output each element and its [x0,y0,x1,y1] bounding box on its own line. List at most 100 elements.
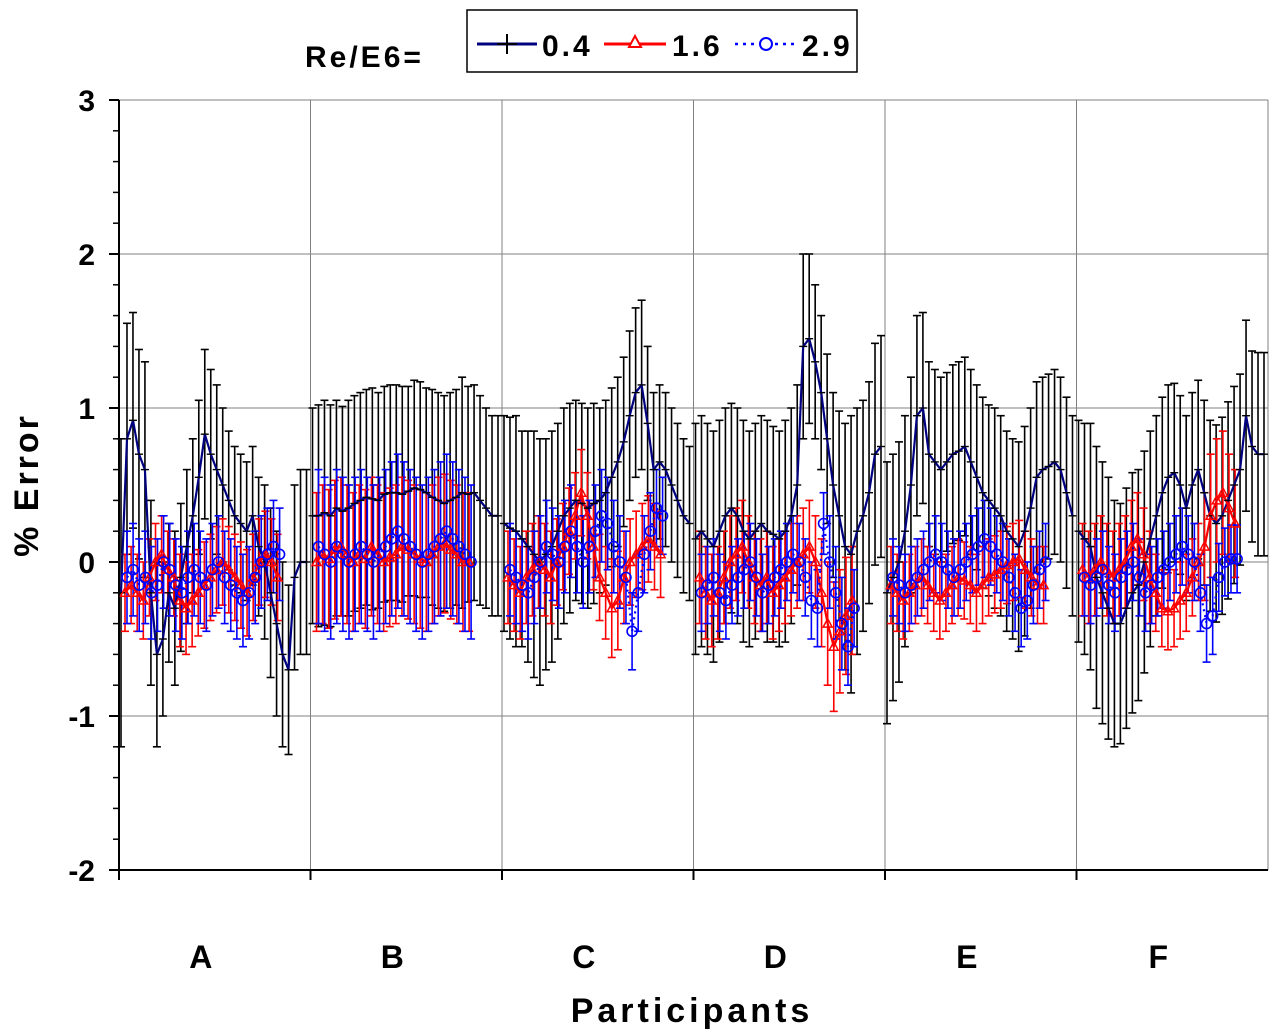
series-line-0.4-E [885,405,1074,594]
point-2.9-E [923,556,936,568]
point-2.9-D [787,548,799,561]
point-2.9-B [367,556,380,568]
point-2.9-F [1200,617,1213,630]
point-2.9-F [1115,571,1127,584]
point-2.9-D [720,594,732,607]
point-2.9-B [434,533,447,545]
x-category-label-F: F [1148,939,1168,975]
point-1.6-F [1125,539,1138,551]
point-1.6-A [265,555,278,567]
point-2.9-A [121,571,133,584]
point-2.9-C [522,586,535,599]
point-2.9-D [775,563,787,576]
point-2.9-E [948,571,960,584]
point-2.9-D [732,571,744,584]
point-1.6-F [1217,486,1229,497]
point-2.9-B [404,540,416,553]
point-1.6-B [457,555,469,567]
point-2.9-B [379,540,392,553]
point-2.9-D [842,640,854,653]
point-1.6-D [809,555,822,567]
point-2.9-D [817,517,830,530]
point-2.9-B [324,556,337,568]
point-1.6-D [828,640,840,651]
point-1.6-A [131,586,143,598]
point-2.9-A [194,571,207,584]
point-2.9-D [714,586,726,599]
point-2.9-A [145,586,158,599]
series-line-0.4-D [694,336,882,557]
point-1.6-F [1186,570,1199,582]
point-1.6-E [976,578,989,590]
point-2.9-A [157,556,170,568]
point-2.9-F [1182,548,1195,561]
point-2.9-D [805,594,818,607]
point-2.9-E [942,563,954,576]
point-1.6-E [927,586,940,598]
point-2.9-C [546,548,559,561]
point-1.6-A [174,593,186,605]
point-2.9-C [565,525,577,538]
point-1.6-D [718,570,730,582]
point-2.9-E [978,533,991,545]
point-1.6-D [821,616,834,628]
point-2.9-F [1225,553,1237,565]
x-category-label-B: B [381,939,404,975]
point-2.9-F [1139,586,1152,599]
point-2.9-B [385,533,398,545]
point-1.6-F [1156,601,1168,613]
point-1.6-D [834,624,846,636]
point-2.9-E [899,586,912,599]
point-2.9-C [571,540,583,553]
point-2.9-C [528,571,541,584]
point-2.9-D [793,556,805,568]
point-1.6-C [599,586,612,598]
point-2.9-E [1021,594,1034,607]
point-1.6-F [1180,586,1193,598]
point-1.6-E [946,578,958,590]
point-1.6-F [1211,493,1223,505]
legend-entry-2.9: 2.9 [735,30,850,63]
legend-entry-0.4: 0.4 [477,30,593,63]
point-2.9-A [127,563,139,576]
point-2.9-E [1039,556,1052,568]
y-tick-label: 1 [78,393,95,426]
point-1.6-C [508,578,520,590]
legend-box [466,9,858,73]
point-1.6-A [137,593,150,605]
point-2.9-E [905,579,918,591]
point-2.9-F [1170,548,1182,561]
point-2.9-E [936,556,948,568]
point-2.9-C [644,525,657,538]
point-2.9-D [756,586,769,599]
point-2.9-A [163,563,176,576]
legend-label-0.4: 0.4 [542,30,593,63]
point-2.9-C [583,540,596,553]
point-2.9-B [373,548,386,561]
point-2.9-B [392,525,404,538]
point-2.9-F [1078,571,1091,584]
point-2.9-B [355,540,368,553]
point-1.6-D [736,539,748,551]
point-1.6-E [964,578,977,590]
point-2.9-F [1097,563,1109,576]
point-2.9-A [273,548,286,561]
point-2.9-D [738,563,751,576]
point-1.6-C [630,547,642,559]
point-2.9-F [1194,586,1207,599]
point-2.9-B [428,540,441,553]
point-2.9-F [1145,579,1158,591]
point-2.9-C [601,517,614,530]
gridlines [109,99,1269,871]
point-1.6-D [766,586,779,598]
point-1.6-B [451,547,463,559]
point-2.9-D [799,571,812,584]
point-1.6-E [1037,578,1050,590]
point-2.9-C [577,556,590,568]
point-1.6-C [575,486,587,497]
point-1.6-E [934,593,946,605]
point-2.9-D [762,579,775,591]
legend-title: Re/E6= [305,41,424,74]
x-category-label-A: A [189,939,212,975]
series-line-2.9-E [892,537,1047,611]
